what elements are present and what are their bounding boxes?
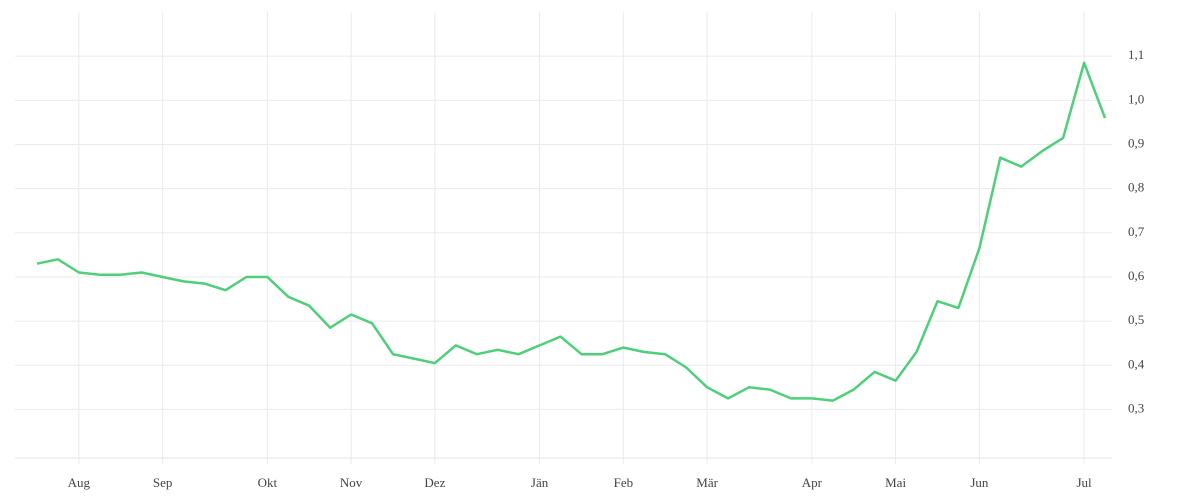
- y-tick-label: 0,3: [1128, 400, 1144, 415]
- data-line: [36, 61, 1107, 402]
- x-tick-label: Nov: [340, 475, 363, 490]
- y-tick-label: 0,4: [1128, 356, 1145, 371]
- x-tick-label: Mär: [696, 475, 718, 490]
- x-tick-label: Mai: [885, 475, 906, 490]
- x-tick-label: Sep: [153, 475, 173, 490]
- x-tick-label: Apr: [802, 475, 823, 490]
- y-tick-label: 0,5: [1128, 312, 1144, 327]
- y-tick-label: 1,0: [1128, 91, 1144, 106]
- x-tick-label: Jul: [1076, 475, 1092, 490]
- x-tick-label: Aug: [68, 475, 91, 490]
- x-tick-label: Feb: [614, 475, 634, 490]
- y-tick-label: 1,1: [1128, 47, 1144, 62]
- x-tick-label: Dez: [424, 475, 445, 490]
- y-tick-label: 0,7: [1128, 224, 1145, 239]
- y-tick-label: 0,6: [1128, 268, 1145, 283]
- y-tick-label: 0,8: [1128, 180, 1144, 195]
- y-tick-label: 0,9: [1128, 135, 1144, 150]
- x-tick-label: Okt: [258, 475, 278, 490]
- x-tick-label: Jun: [970, 475, 989, 490]
- x-tick-label: Jän: [531, 475, 549, 490]
